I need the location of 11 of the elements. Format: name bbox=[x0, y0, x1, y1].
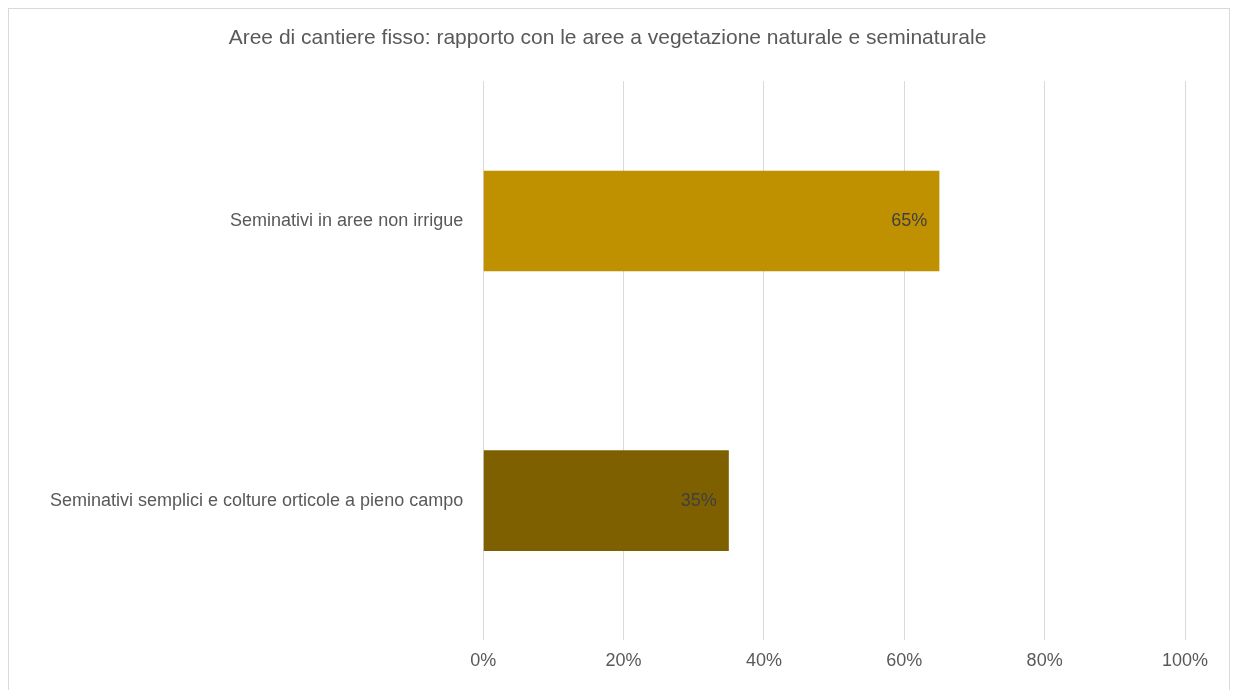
y-tick-label: Seminativi semplici e colture orticole a pieno campo bbox=[49, 489, 464, 510]
x-tick-label: 20% bbox=[605, 650, 642, 671]
x-tick-label: 40% bbox=[745, 650, 782, 671]
x-tick-label: 80% bbox=[1026, 650, 1063, 671]
data-label: 65% bbox=[891, 209, 928, 230]
data-label: 35% bbox=[680, 489, 717, 510]
x-tick-label: 0% bbox=[470, 650, 497, 671]
chart-title: Aree di cantiere fisso: rapporto con le aree a vegetazione naturale e seminaturale bbox=[228, 25, 987, 49]
y-tick-label: Seminativi in aree non irrigue bbox=[230, 209, 464, 230]
x-tick-label: 60% bbox=[886, 650, 923, 671]
x-tick-label: 100% bbox=[1161, 650, 1209, 671]
